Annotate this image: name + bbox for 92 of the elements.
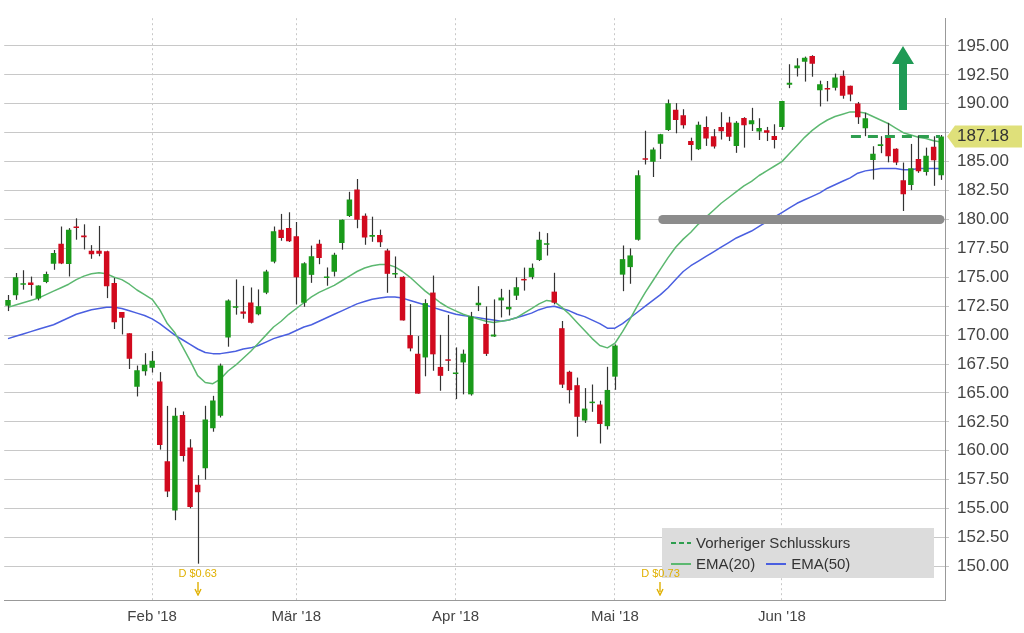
candlestick (339, 218, 345, 251)
candlestick (551, 272, 557, 305)
candlestick (134, 364, 140, 398)
candlestick (50, 249, 57, 271)
candlestick (885, 122, 891, 163)
x-tick-label: Mai '18 (591, 607, 639, 625)
candlestick (316, 239, 322, 265)
candlestick (566, 370, 573, 405)
candlestick (619, 244, 626, 292)
candlestick (490, 298, 497, 338)
x-tick-label: Mär '18 (271, 607, 322, 625)
candlestick (28, 276, 34, 297)
candlestick (650, 146, 656, 178)
candlestick (384, 248, 391, 294)
candlestick (809, 54, 815, 78)
x-tick-label: Jun '18 (757, 607, 806, 625)
candlestick (149, 350, 155, 374)
candlestick (726, 116, 732, 142)
candlestick (263, 269, 269, 295)
candlestick (255, 288, 262, 316)
candlestick (870, 145, 876, 181)
candlestick (232, 278, 239, 316)
candlestick (58, 225, 64, 265)
candlestick (642, 130, 649, 166)
candlestick (771, 123, 778, 150)
candlestick (923, 147, 929, 177)
candlestick (741, 116, 747, 149)
candlestick (323, 266, 330, 287)
candlestick (855, 101, 861, 125)
candlestick (331, 252, 337, 278)
candlestick (513, 276, 520, 301)
candlestick (392, 255, 398, 279)
y-tick-label: 157.50 (957, 469, 1009, 489)
candlestick (407, 303, 413, 352)
y-tick-label: 160.00 (957, 440, 1009, 460)
x-tick-label: Feb '18 (127, 607, 177, 625)
candlestick (718, 111, 724, 141)
y-tick-label: 182.50 (957, 180, 1009, 200)
candlestick (96, 225, 102, 257)
y-tick-label: 162.50 (957, 411, 1009, 431)
y-tick-label: 170.00 (957, 324, 1009, 344)
candlestick (285, 211, 292, 243)
candlestick (248, 286, 254, 325)
candlestick (817, 80, 823, 108)
candlestick (839, 69, 846, 100)
y-tick-label: 167.50 (957, 353, 1009, 373)
y-tick-label: 150.00 (957, 556, 1009, 576)
candlestick (908, 143, 914, 191)
y-tick-label: 190.00 (957, 93, 1009, 113)
y-tick-label: 185.00 (957, 151, 1009, 171)
y-tick-label: 155.00 (957, 498, 1009, 518)
legend-label: EMA(50) (791, 555, 851, 572)
annotation: D $0.73 (641, 567, 680, 579)
candlestick (801, 56, 808, 83)
legend-label: Vorheriger Schlusskurs (696, 534, 851, 551)
candlestick (452, 346, 459, 400)
y-tick-label: 192.50 (957, 64, 1009, 84)
candlestick (862, 112, 869, 137)
candlestick (680, 108, 686, 130)
y-tick-label: 177.50 (957, 238, 1009, 258)
y-tick-label: 195.00 (957, 35, 1009, 55)
candlestick (657, 133, 664, 160)
candlestick (361, 212, 368, 246)
candlestick (20, 269, 26, 291)
candlestick (369, 216, 375, 243)
y-tick-label: 172.50 (957, 295, 1009, 315)
candlestick (824, 80, 831, 102)
candlestick (748, 107, 755, 132)
annotation: D $0.63 (177, 567, 218, 580)
candlestick (240, 285, 246, 320)
candlestick (445, 314, 451, 372)
candlestick (437, 334, 444, 392)
legend-label: EMA(20) (696, 555, 756, 572)
candlestick (733, 120, 740, 154)
y-tick-label: 165.00 (957, 382, 1009, 402)
candlestick (688, 137, 694, 162)
candlestick (597, 400, 603, 445)
candlestick (308, 245, 315, 284)
candlestick (460, 348, 466, 395)
candlestick (278, 213, 284, 242)
candlestick (756, 117, 762, 141)
text: 187.18 (957, 126, 1009, 146)
candlestick (900, 161, 906, 212)
y-tick-label: 175.00 (957, 266, 1009, 286)
y-tick-label: 180.00 (957, 209, 1009, 229)
candlestick (12, 272, 19, 301)
candlestick (627, 247, 633, 285)
y-tick-label: 152.50 (957, 527, 1009, 547)
x-tick-label: Apr '18 (432, 607, 480, 625)
candlestick (703, 115, 709, 147)
candlestick (543, 232, 550, 257)
candlestick (536, 231, 542, 262)
